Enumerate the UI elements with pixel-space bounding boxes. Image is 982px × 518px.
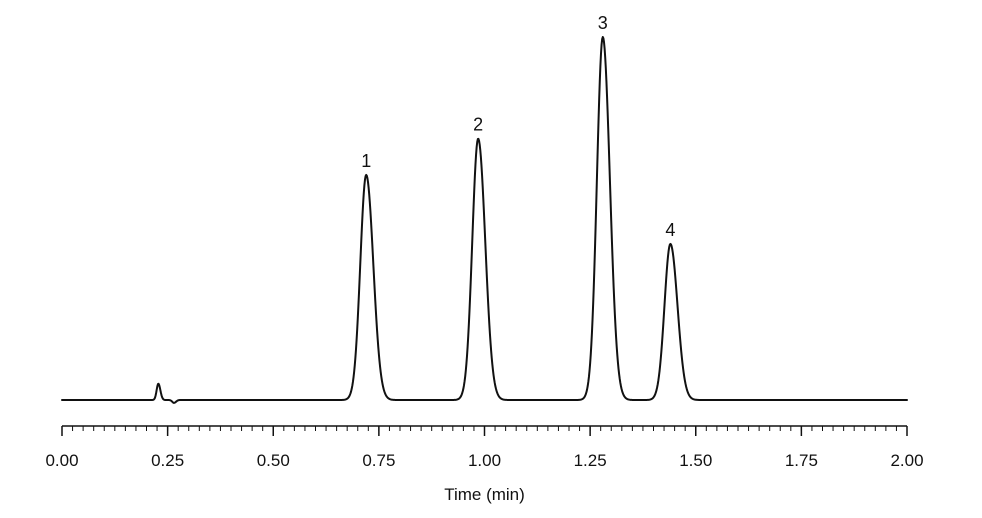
x-axis: 0.00 0.25 0.50 0.75 1.00 1.25 1.50 1.75 2.00 Tim… (45, 425, 924, 504)
chromatogram-trace (61, 36, 908, 404)
x-tick-label: 2.00 (890, 451, 923, 470)
peak-label-4: 4 (665, 220, 675, 240)
x-axis-title: Time (min) (444, 485, 525, 504)
x-tick-label: 1.25 (574, 451, 607, 470)
peak-label-2: 2 (473, 115, 483, 135)
x-tick-label: 1.50 (679, 451, 712, 470)
peak-label-1: 1 (361, 151, 371, 171)
x-tick-label: 0.00 (45, 451, 78, 470)
peak-labels: 1 2 3 4 (361, 13, 675, 240)
peak-label-3: 3 (598, 13, 608, 33)
x-axis-tick-labels: 0.00 0.25 0.50 0.75 1.00 1.25 1.50 1.75 2.00 (45, 451, 923, 470)
x-axis-major-ticks (61, 426, 908, 436)
x-tick-label: 1.00 (468, 451, 501, 470)
x-tick-label: 0.50 (257, 451, 290, 470)
x-tick-label: 0.25 (151, 451, 184, 470)
x-tick-label: 0.75 (362, 451, 395, 470)
x-tick-label: 1.75 (785, 451, 818, 470)
